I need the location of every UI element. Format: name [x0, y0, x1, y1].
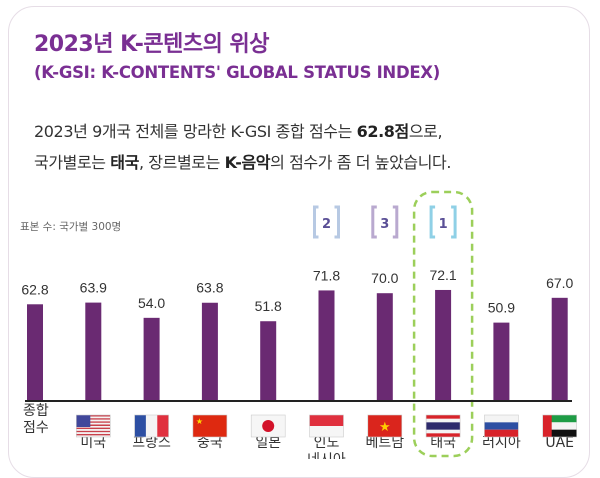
description-line-1: 2023년 9개국 전체를 망라한 K-GSI 종합 점수는 62.8점으로,: [34, 118, 443, 142]
category-label-0: 종합: [23, 403, 49, 419]
rank-badge-3: 3: [380, 217, 389, 232]
highlight-score: 62.8점: [356, 122, 410, 141]
category-label-9: UAE: [545, 435, 574, 451]
description-line-2: 국가별로는 태국, 장르별로는 K-음악의 점수가 좀 더 높았습니다.: [34, 149, 451, 173]
category-label-6: 베트남: [365, 435, 404, 451]
rank-bracket-right: [392, 205, 399, 239]
bar-9: [551, 297, 568, 401]
vietnam-flag-icon: ★: [367, 414, 403, 438]
bar-6: [376, 293, 393, 401]
uae-flag-icon: [542, 414, 578, 438]
bar-0: [27, 304, 43, 401]
text: 으로,: [408, 122, 443, 141]
category-label-8: 러시아: [482, 435, 521, 451]
bar-1: [85, 302, 102, 401]
category-label-1: 미국: [80, 435, 106, 451]
bar-2: [143, 317, 160, 401]
russia-flag-icon: [484, 414, 519, 438]
value-label-8: 50.9: [488, 300, 515, 316]
value-label-0: 62.8: [21, 281, 48, 297]
indonesia-flag-icon: [309, 414, 344, 438]
text: 의 점수가 좀 더 높았습니다.: [270, 153, 452, 172]
text: 2023년 9개국 전체를 망라한 K-GSI 종합 점수는: [34, 122, 357, 141]
rank-bracket-right: [334, 205, 340, 239]
bar-7: [435, 289, 452, 401]
category-label-0: 점수: [23, 420, 49, 436]
category-label-5: 인도: [314, 435, 340, 451]
bar-3: [201, 302, 218, 401]
text: , 장르별로는: [138, 153, 225, 172]
category-label-4: 일본: [255, 435, 281, 451]
value-label-7: 72.1: [429, 267, 456, 283]
highlight-box: [412, 190, 474, 458]
rank-bracket-left: [371, 205, 377, 239]
japan-flag-icon: [250, 414, 286, 438]
highlight-country: 태국: [110, 153, 139, 172]
category-label-2: 프랑스: [132, 435, 171, 451]
value-label-2: 54.0: [138, 295, 165, 311]
category-label-5: 네시아: [307, 452, 346, 459]
rank-bracket-left: [429, 205, 436, 239]
sample-size-note: 표본 수: 국가별 300명: [20, 221, 122, 233]
value-label-4: 51.8: [255, 298, 282, 314]
france-flag-icon: [134, 414, 169, 438]
rank-badge-1: 1: [439, 217, 448, 232]
bar-8: [493, 322, 510, 401]
svg-text:★: ★: [196, 417, 203, 426]
rank-bracket-left: [313, 205, 319, 239]
page-title: 2023년 K-콘텐츠의 위상: [34, 32, 270, 57]
bar-5: [318, 290, 335, 401]
bar-4: [260, 321, 277, 401]
text: 국가별로는: [34, 153, 111, 172]
value-label-5: 71.8: [313, 267, 340, 283]
page-subtitle: (K-GSI: K-CONTENTS' GLOBAL STATUS INDEX): [34, 63, 440, 82]
category-label-7: 태국: [430, 435, 456, 451]
value-label-9: 67.0: [546, 275, 573, 291]
rank-bracket-right: [451, 205, 457, 239]
rank-badge-2: 2: [322, 217, 331, 232]
category-label-3: 중국: [197, 435, 223, 451]
value-label-1: 63.9: [80, 280, 107, 296]
thailand-flag-icon: [425, 414, 461, 438]
svg-text:★: ★: [379, 420, 391, 435]
value-label-3: 63.8: [196, 280, 223, 296]
china-flag-icon: ★: [192, 414, 228, 438]
us-flag-icon: [76, 414, 111, 438]
highlight-genre: K-음악: [224, 153, 271, 172]
value-label-6: 70.0: [371, 270, 398, 286]
